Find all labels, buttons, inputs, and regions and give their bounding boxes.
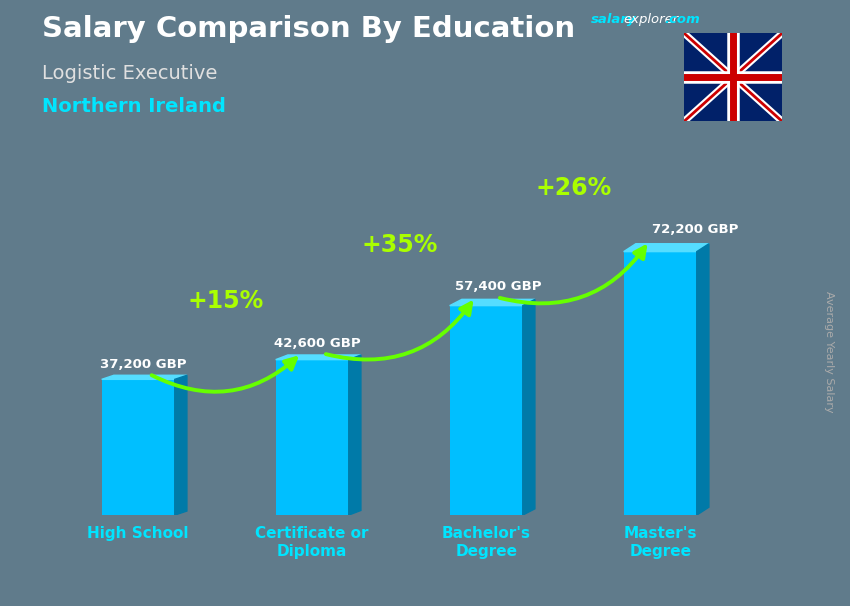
Text: +26%: +26%	[536, 176, 611, 201]
Text: Northern Ireland: Northern Ireland	[42, 97, 226, 116]
Polygon shape	[624, 244, 709, 251]
Bar	[624, 251, 697, 515]
Text: 72,200 GBP: 72,200 GBP	[651, 223, 738, 236]
Text: 42,600 GBP: 42,600 GBP	[274, 338, 360, 350]
Text: Average Yearly Salary: Average Yearly Salary	[824, 291, 834, 412]
Text: +15%: +15%	[187, 288, 264, 313]
Text: salary: salary	[591, 13, 637, 26]
Polygon shape	[348, 355, 361, 515]
Bar	[450, 305, 523, 515]
Text: .com: .com	[665, 13, 700, 26]
Polygon shape	[523, 299, 535, 515]
Polygon shape	[175, 375, 187, 515]
Polygon shape	[275, 355, 361, 359]
Polygon shape	[697, 244, 709, 515]
Text: Logistic Executive: Logistic Executive	[42, 64, 218, 82]
Text: 37,200 GBP: 37,200 GBP	[100, 358, 186, 371]
Text: explorer: explorer	[623, 13, 678, 26]
Text: Salary Comparison By Education: Salary Comparison By Education	[42, 15, 575, 43]
Text: +35%: +35%	[361, 233, 438, 256]
Polygon shape	[450, 299, 535, 305]
Polygon shape	[102, 375, 187, 379]
Bar	[102, 379, 175, 515]
Text: 57,400 GBP: 57,400 GBP	[455, 280, 541, 293]
Bar	[275, 359, 348, 515]
